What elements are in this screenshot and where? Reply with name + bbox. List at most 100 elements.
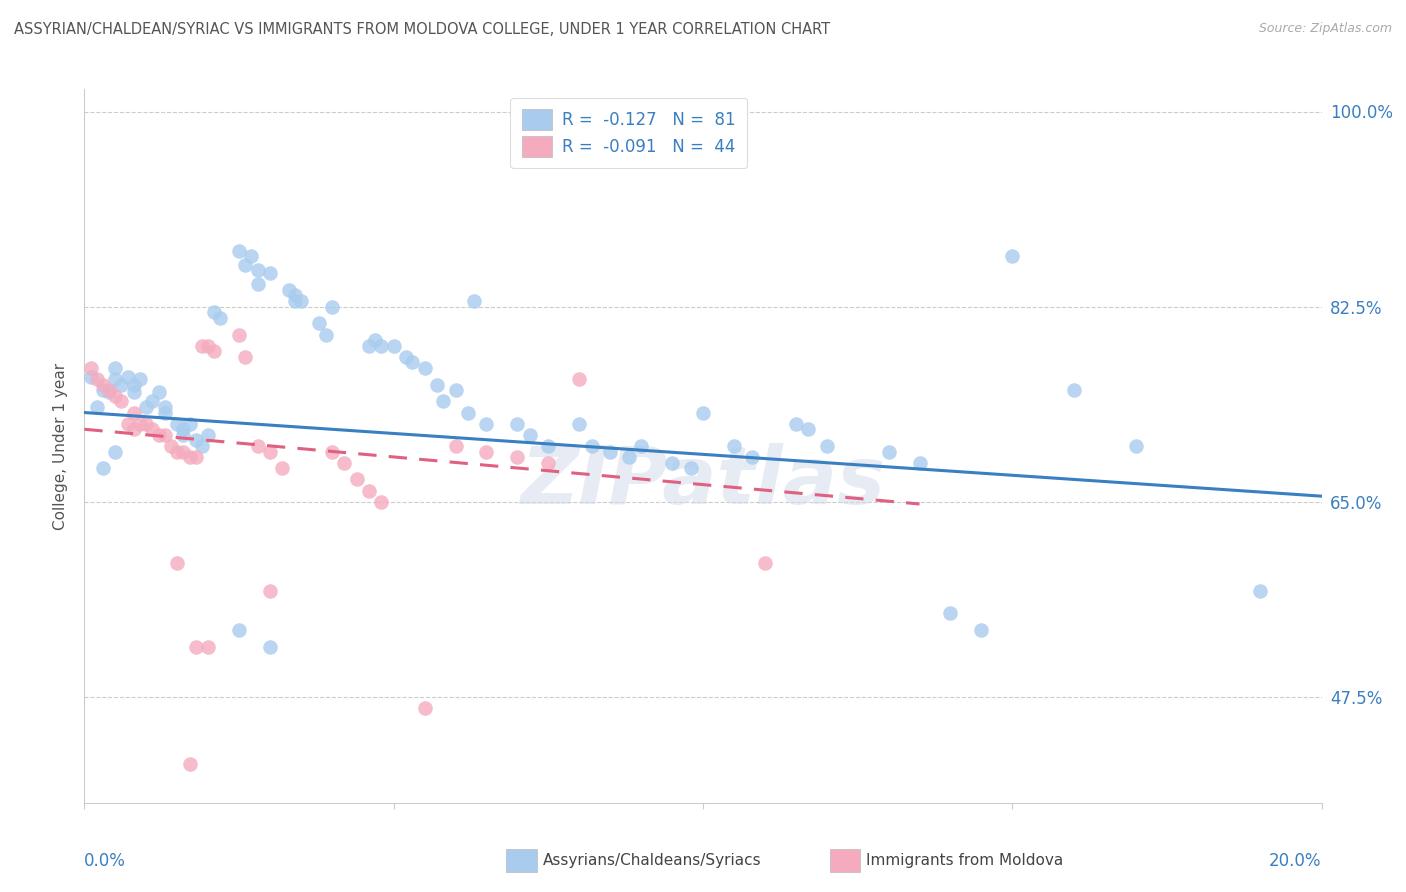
Point <box>91 461 114 475</box>
Point <box>191 338 214 352</box>
Point <box>228 623 250 637</box>
Point <box>290 294 312 309</box>
Point <box>630 439 652 453</box>
Point <box>382 338 405 352</box>
Point <box>457 406 479 420</box>
Point <box>939 607 962 621</box>
Point <box>191 439 214 453</box>
Point <box>122 422 145 436</box>
Point <box>308 316 330 330</box>
Y-axis label: College, Under 1 year: College, Under 1 year <box>53 362 69 530</box>
Point <box>233 259 256 273</box>
Point <box>908 456 931 470</box>
Point <box>184 450 207 465</box>
Point <box>475 444 498 458</box>
Point <box>797 422 820 436</box>
Point <box>785 417 807 431</box>
Point <box>153 428 176 442</box>
Point <box>86 400 108 414</box>
Point <box>246 439 269 453</box>
Point <box>98 384 121 398</box>
Point <box>741 450 763 465</box>
Point <box>284 288 307 302</box>
Point <box>259 444 281 458</box>
Point <box>179 450 201 465</box>
Point <box>444 439 467 453</box>
Point <box>129 372 152 386</box>
Point <box>166 556 188 570</box>
Text: Assyrians/Chaldeans/Syriacs: Assyrians/Chaldeans/Syriacs <box>543 854 761 868</box>
Point <box>537 439 560 453</box>
Point <box>184 434 207 448</box>
Point <box>568 417 591 431</box>
Point <box>166 444 188 458</box>
Point <box>160 439 183 453</box>
Point <box>581 439 603 453</box>
Point <box>246 277 269 292</box>
Point <box>179 756 201 771</box>
Point <box>1125 439 1147 453</box>
Point <box>153 400 176 414</box>
Point <box>135 417 157 431</box>
Point <box>172 428 194 442</box>
Point <box>432 394 454 409</box>
Text: ZIPatlas: ZIPatlas <box>520 442 886 521</box>
Point <box>413 701 436 715</box>
Point <box>370 494 392 508</box>
Point <box>240 250 263 264</box>
Point <box>104 372 127 386</box>
Point <box>122 377 145 392</box>
Point <box>166 417 188 431</box>
Point <box>233 350 256 364</box>
Point <box>463 294 485 309</box>
Point <box>228 244 250 258</box>
Point <box>679 461 702 475</box>
Point <box>568 372 591 386</box>
Point <box>202 344 225 359</box>
Point <box>370 338 392 352</box>
Point <box>179 417 201 431</box>
Point <box>79 369 101 384</box>
Point <box>321 300 343 314</box>
Text: 20.0%: 20.0% <box>1270 852 1322 870</box>
Point <box>135 400 157 414</box>
Point <box>506 417 529 431</box>
Point <box>1063 384 1085 398</box>
Point <box>475 417 498 431</box>
Point <box>209 310 232 325</box>
Point <box>519 428 541 442</box>
Point <box>259 584 281 599</box>
Text: Source: ZipAtlas.com: Source: ZipAtlas.com <box>1258 22 1392 36</box>
Point <box>197 338 219 352</box>
Point <box>91 384 114 398</box>
Point <box>228 327 250 342</box>
Point <box>321 444 343 458</box>
Point <box>617 450 640 465</box>
Point <box>129 417 152 431</box>
Point <box>117 417 139 431</box>
Point <box>970 623 993 637</box>
Point <box>184 640 207 654</box>
Point <box>346 472 368 486</box>
Point <box>259 640 281 654</box>
Point <box>537 456 560 470</box>
Point <box>754 556 776 570</box>
Point <box>357 338 380 352</box>
Point <box>877 444 900 458</box>
Point <box>692 406 714 420</box>
Point <box>117 369 139 384</box>
Point <box>110 377 132 392</box>
Point <box>153 406 176 420</box>
Point <box>413 360 436 375</box>
Point <box>271 461 294 475</box>
Point <box>599 444 621 458</box>
Point <box>172 444 194 458</box>
Point <box>98 385 121 400</box>
Point <box>197 428 219 442</box>
Point <box>172 422 194 436</box>
Point <box>426 377 449 392</box>
Text: Immigrants from Moldova: Immigrants from Moldova <box>866 854 1063 868</box>
Text: 0.0%: 0.0% <box>84 852 127 870</box>
Point <box>401 355 423 369</box>
Point <box>444 384 467 398</box>
